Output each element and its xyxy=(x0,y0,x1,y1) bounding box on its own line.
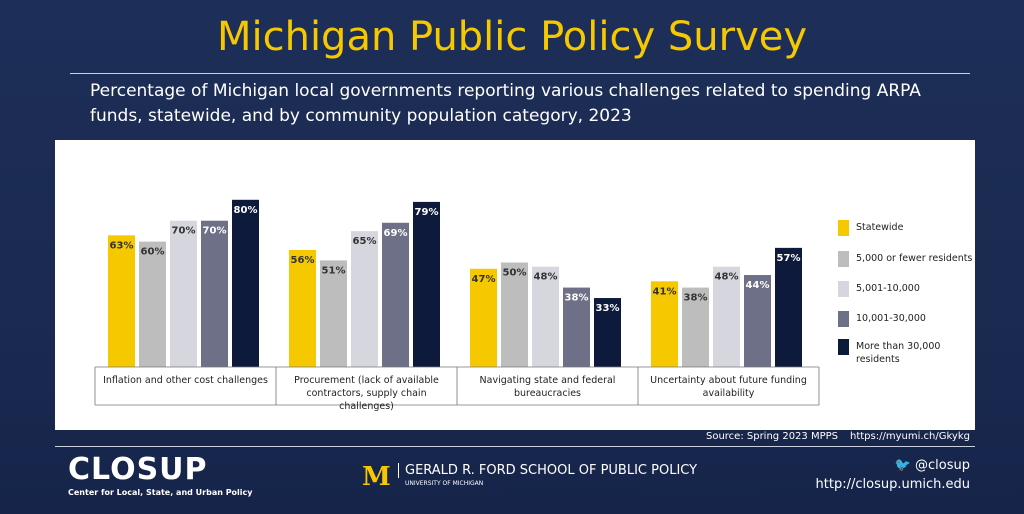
legend-swatch xyxy=(838,251,849,267)
legend-label: 5,000 or fewer residents xyxy=(856,253,973,264)
university: UNIVERSITY OF MICHIGAN xyxy=(405,480,484,487)
legend-label: More than 30,000 residents xyxy=(856,341,941,365)
website[interactable]: http://closup.umich.edu xyxy=(815,477,970,492)
x-tick-label: Procurement (lack of available contracto… xyxy=(294,375,439,412)
x-tick-label: Uncertainty about future funding availab… xyxy=(650,375,807,399)
value-label: 80% xyxy=(234,205,258,216)
value-label: 38% xyxy=(684,293,708,304)
chart: 63% 60% 70% 70% 80% 56% 51% 65% 69% 79% 47% 50% 48% 3… xyxy=(94,199,849,406)
value-label: 65% xyxy=(353,236,377,247)
value-label: 48% xyxy=(534,272,558,283)
bar xyxy=(532,266,559,367)
source-text: Source: Spring 2023 MPPS xyxy=(705,431,838,442)
value-label: 47% xyxy=(472,274,496,285)
bar xyxy=(744,275,771,367)
chart-panel: 63% 60% 70% 70% 80% 56% 51% 65% 69% 79% 47% 50% 48% 3… xyxy=(55,140,975,430)
value-label: 79% xyxy=(415,207,439,218)
bar xyxy=(775,247,802,367)
value-label: 50% xyxy=(503,268,527,279)
legend-swatch xyxy=(838,311,849,327)
value-label: 33% xyxy=(596,303,620,314)
legend-swatch xyxy=(838,220,849,236)
value-label: 56% xyxy=(291,255,315,266)
legend-label: Statewide xyxy=(856,222,904,233)
value-label: 69% xyxy=(384,228,408,239)
title: Michigan Public Policy Survey xyxy=(216,14,808,60)
rule xyxy=(70,73,970,74)
value-label: 70% xyxy=(172,226,196,237)
bar xyxy=(351,231,378,367)
x-tick-label: Navigating state and federal bureaucraci… xyxy=(479,375,616,399)
bar xyxy=(232,199,259,367)
source-url[interactable]: https://myumi.ch/Gkykg xyxy=(850,431,970,442)
bar xyxy=(201,220,228,367)
bar xyxy=(382,222,409,367)
bar xyxy=(108,235,135,367)
school: GERALD R. FORD SCHOOL OF PUBLIC POLICY xyxy=(398,463,697,478)
bar xyxy=(651,281,678,367)
value-label: 60% xyxy=(141,247,165,258)
legend-swatch xyxy=(838,281,849,297)
value-label: 41% xyxy=(653,286,677,297)
bar xyxy=(594,298,621,367)
logo: CLOSUP xyxy=(68,452,208,487)
value-label: 63% xyxy=(110,240,134,251)
legend-label: 10,001-30,000 xyxy=(856,313,926,324)
bar xyxy=(320,260,347,367)
bar xyxy=(470,268,497,367)
bar xyxy=(501,262,528,367)
bar xyxy=(713,266,740,367)
twitter[interactable]: 🐦 @closup xyxy=(894,458,970,473)
value-label: 44% xyxy=(746,280,770,291)
bar xyxy=(682,287,709,367)
bar xyxy=(139,241,166,367)
value-label: 70% xyxy=(203,226,227,237)
value-label: 51% xyxy=(322,265,346,276)
value-label: 48% xyxy=(715,272,739,283)
x-tick-label: Inflation and other cost challenges xyxy=(103,375,268,386)
source: Source: Spring 2023 MPPS https://myumi.ch… xyxy=(706,431,970,442)
bar xyxy=(413,201,440,367)
legend-swatch xyxy=(838,339,849,355)
twitter-handle[interactable]: @closup xyxy=(915,458,970,473)
rule xyxy=(55,446,975,447)
bar xyxy=(289,249,316,367)
value-label: 38% xyxy=(565,293,589,304)
value-label: 57% xyxy=(777,253,801,264)
legend-label: 5,001-10,000 xyxy=(856,283,920,294)
bar xyxy=(170,220,197,367)
m-logo: M xyxy=(362,462,391,492)
bar xyxy=(563,287,590,367)
subtitle: Percentage of Michigan local governments… xyxy=(90,81,921,126)
logo-subtitle: Center for Local, State, and Urban Polic… xyxy=(68,488,253,497)
